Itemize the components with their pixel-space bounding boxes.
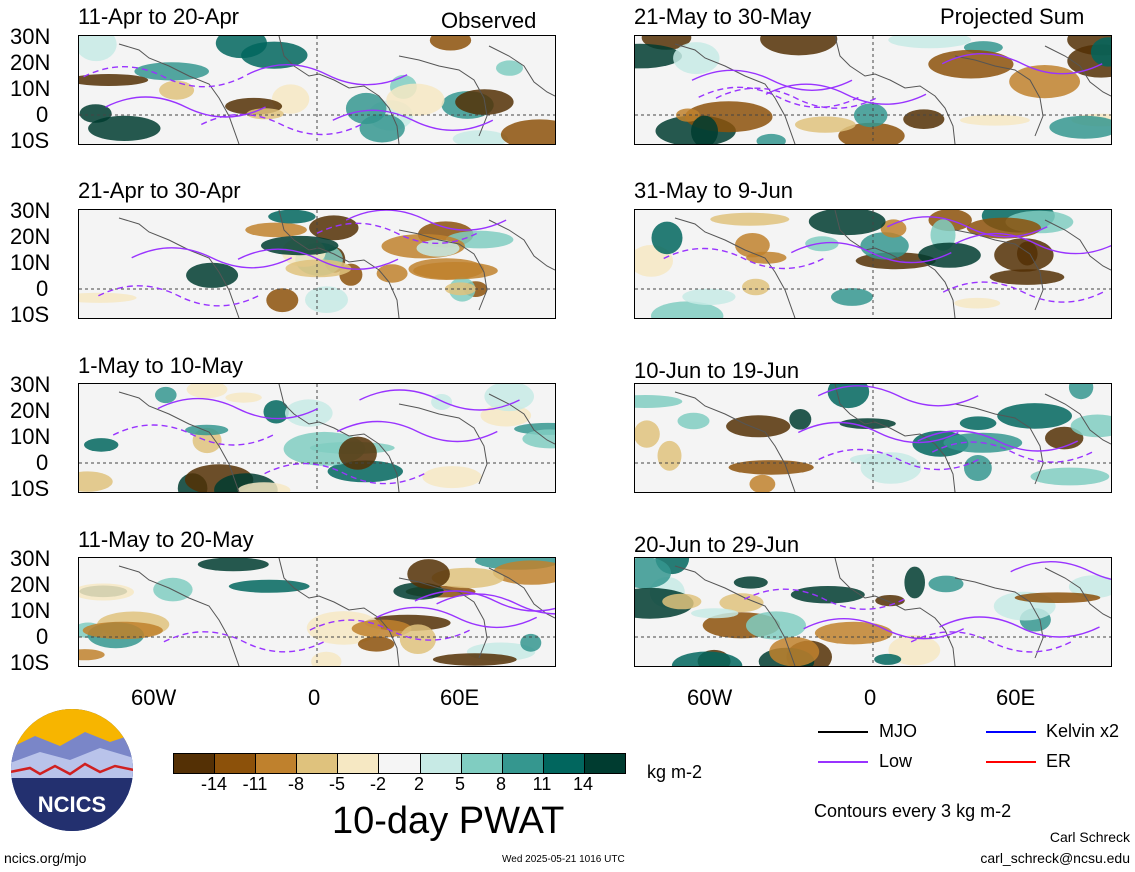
lat-label: 10S	[10, 128, 50, 153]
panel-title-proj-2: 31-May to 9-Jun	[634, 178, 793, 203]
lon-label: 0	[308, 685, 321, 710]
map-field	[79, 558, 555, 666]
ncics-logo: NCICS	[10, 708, 134, 832]
lat-label: 10S	[10, 650, 50, 675]
lat-label: 0	[36, 276, 49, 301]
mjo-legend-label: MJO	[879, 721, 917, 741]
low-legend-label: Low	[879, 751, 913, 771]
lat-label: 10N	[10, 598, 51, 623]
contours-note: Contours every 3 kg m-2	[814, 801, 1012, 821]
colorbar-swatch	[379, 754, 421, 773]
lat-label: 10N	[10, 250, 51, 275]
er-legend-line	[986, 761, 1036, 763]
colorbar-title: 10-day PWAT	[332, 800, 565, 842]
lat-label: 20N	[10, 572, 51, 597]
colorbar-swatch	[215, 754, 257, 773]
panel-title-proj-3: 10-Jun to 19-Jun	[634, 358, 800, 383]
map-panel-proj-4	[634, 557, 1112, 667]
lon-label: 60W	[131, 685, 177, 710]
panel-title-proj-4: 20-Jun to 29-Jun	[634, 532, 800, 557]
colorbar-tick-label: -2	[369, 774, 386, 794]
map-field	[635, 558, 1111, 666]
colorbar-swatch	[502, 754, 544, 773]
map-field	[79, 210, 555, 318]
lat-label: 20N	[10, 50, 51, 75]
colorbar-swatch	[543, 754, 585, 773]
lat-label: 10S	[10, 302, 50, 327]
colorbar-swatch	[420, 754, 462, 773]
lat-label: 10N	[10, 424, 51, 449]
map-field	[635, 384, 1111, 492]
kelvin-legend-line	[986, 731, 1036, 733]
footer-url[interactable]: ncics.org/mjo	[4, 850, 87, 866]
lat-label: 0	[36, 450, 49, 475]
lat-label: 30N	[10, 24, 51, 49]
footer-email[interactable]: carl_schreck@ncsu.edu	[980, 850, 1130, 866]
panel-title-obs-2: 21-Apr to 30-Apr	[78, 178, 241, 203]
lon-label: 60E	[440, 685, 480, 710]
mjo-legend-line	[818, 731, 868, 733]
colorbar-swatch	[461, 754, 503, 773]
panel-title-obs-4: 11-May to 20-May	[78, 527, 254, 552]
map-panel-obs-3	[78, 383, 556, 493]
lon-label: 60E	[996, 685, 1036, 710]
colorbar-swatch	[256, 754, 298, 773]
map-field	[79, 384, 555, 492]
colorbar-tick-label: 14	[572, 774, 594, 794]
low-legend-line	[818, 761, 868, 763]
lat-label: 0	[36, 102, 49, 127]
lat-label: 30N	[10, 372, 51, 397]
lat-label: 20N	[10, 398, 51, 423]
lat-label: 30N	[10, 198, 51, 223]
lat-label: 30N	[10, 546, 51, 571]
kelvin-legend-label: Kelvin x2	[1046, 721, 1120, 741]
lat-label: 0	[36, 624, 49, 649]
map-panel-obs-1	[78, 35, 556, 145]
colorbar-tick-label: 5	[454, 774, 465, 794]
panel-title-obs-1: 11-Apr to 20-Apr	[78, 4, 240, 29]
map-panel-obs-2	[78, 209, 556, 319]
colorbar	[173, 753, 626, 774]
observed-header: Observed	[441, 8, 537, 33]
map-field	[635, 36, 1111, 144]
map-panel-obs-4	[78, 557, 556, 667]
colorbar-tick-label: 8	[495, 774, 506, 794]
lat-label: 20N	[10, 224, 51, 249]
colorbar-tick-label: -14	[200, 774, 227, 794]
lon-label: 0	[864, 685, 877, 710]
colorbar-units: kg m-2	[647, 762, 703, 782]
logo-text: NCICS	[38, 792, 106, 817]
lat-label: 10N	[10, 76, 51, 101]
colorbar-tick-label: -8	[287, 774, 304, 794]
panel-title-proj-1: 21-May to 30-May	[634, 4, 812, 29]
er-legend-label: ER	[1046, 751, 1072, 771]
lat-label: 10S	[10, 476, 50, 501]
map-panel-proj-3	[634, 383, 1112, 493]
map-panel-proj-2	[634, 209, 1112, 319]
colorbar-swatch	[338, 754, 380, 773]
colorbar-swatch	[584, 754, 626, 773]
colorbar-tick-label: 11	[532, 774, 552, 794]
colorbar-ticks: -14 -11 -8 -5 -2 2 5 8 11 14	[173, 774, 624, 798]
footer-timestamp: Wed 2025-05-21 1016 UTC	[502, 854, 625, 865]
footer-author: Carl Schreck	[1049, 829, 1130, 845]
colorbar-swatch	[297, 754, 339, 773]
projected-header: Projected Sum	[940, 4, 1085, 29]
colorbar-tick-label: -11	[242, 774, 268, 794]
map-panel-proj-1	[634, 35, 1112, 145]
panel-title-obs-3: 1-May to 10-May	[78, 353, 244, 378]
colorbar-swatch	[174, 754, 216, 773]
lon-label: 60W	[687, 685, 733, 710]
colorbar-tick-label: 2	[413, 774, 424, 794]
map-field	[635, 210, 1111, 318]
colorbar-tick-label: -5	[328, 774, 345, 794]
map-field	[79, 36, 555, 144]
